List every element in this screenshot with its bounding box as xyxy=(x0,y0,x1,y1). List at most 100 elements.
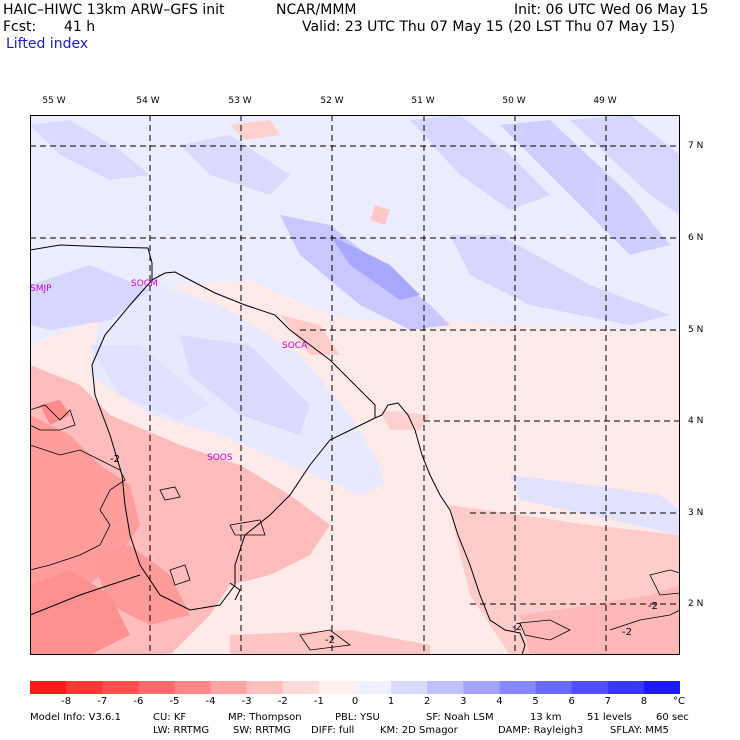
colorbar-tick-label: 2 xyxy=(424,696,431,707)
colorbar xyxy=(30,681,680,694)
contour-line xyxy=(30,404,76,431)
stable-streak xyxy=(330,235,420,300)
border xyxy=(229,582,241,601)
valid-time: Valid: 23 UTC Thu 07 May 15 (20 LST Thu … xyxy=(302,19,676,35)
colorbar-swatch xyxy=(499,681,537,694)
lon-label: 49 W xyxy=(593,96,617,106)
colorbar-tick-label: 0 xyxy=(351,696,359,707)
contour-label: -2 xyxy=(648,601,658,612)
time-step: 60 sec xyxy=(656,712,689,723)
colorbar-tick-label: 4 xyxy=(496,696,503,707)
unstable-region xyxy=(520,585,680,655)
cumulus-scheme: CU: KF xyxy=(153,712,187,723)
contour-line xyxy=(609,609,680,631)
colorbar-tick-label: -8 xyxy=(61,696,72,707)
map-frame xyxy=(30,115,680,655)
colorbar-swatch xyxy=(282,681,320,694)
border xyxy=(30,574,141,616)
colorbar-swatch xyxy=(174,681,212,694)
border xyxy=(91,279,376,611)
init-time: Init: 06 UTC Wed 06 May 15 xyxy=(514,2,709,18)
grid-spacing: 13 km xyxy=(530,712,562,723)
colorbar-swatch xyxy=(463,681,500,694)
contour-line xyxy=(649,569,680,596)
field-name: Lifted index xyxy=(6,36,89,52)
station-label: SOOS xyxy=(207,453,233,463)
lon-label: 55 W xyxy=(42,96,66,106)
stable-streak xyxy=(180,135,290,195)
colorbar-tick-label: 7 xyxy=(604,696,611,707)
colorbar-swatch xyxy=(138,681,175,694)
colorbar-swatch xyxy=(318,681,356,694)
lon-label: 52 W xyxy=(320,96,344,106)
diffusion-option: DIFF: full xyxy=(311,725,355,736)
colorbar-tick-label: 1 xyxy=(387,696,395,707)
unstable-region xyxy=(380,410,430,430)
contour-line xyxy=(519,619,571,641)
stable-streak xyxy=(30,265,150,330)
stable-streak xyxy=(510,475,680,535)
colorbar-tick-label: -3 xyxy=(241,696,252,707)
colorbar-swatch xyxy=(355,681,392,694)
contour-line xyxy=(169,564,191,586)
contour-label: -2 xyxy=(110,454,120,465)
colorbar-swatch xyxy=(210,681,248,694)
lon-label: 53 W xyxy=(228,96,252,106)
colorbar-tick-label: -1 xyxy=(313,696,324,707)
pbl-scheme: PBL: YSU xyxy=(335,712,380,723)
colorbar-tick-label: -4 xyxy=(205,696,216,707)
microphysics-scheme: MP: Thompson xyxy=(228,712,302,723)
km-option: KM: 2D Smagor xyxy=(380,725,458,736)
colorbar-swatch xyxy=(535,681,573,694)
longwave-scheme: LW: RRTMG xyxy=(153,725,210,736)
unstable-region xyxy=(230,120,280,140)
stable-streak xyxy=(90,345,210,420)
vertical-levels: 51 levels xyxy=(587,712,632,723)
lon-label: 51 W xyxy=(411,96,435,106)
station-label: SOCA xyxy=(282,341,308,351)
colorbar-swatch xyxy=(391,681,428,694)
colorbar-swatch xyxy=(643,681,680,694)
stable-streak xyxy=(30,120,150,180)
shortwave-scheme: SW: RRTMG xyxy=(233,725,291,736)
station-label: SOCM xyxy=(131,279,158,289)
unstable-region xyxy=(280,315,340,355)
colorbar-swatch xyxy=(427,681,464,694)
forecast-hours: 41 h xyxy=(64,19,96,35)
contour-label: -2 xyxy=(622,627,632,638)
lifted-index-map: -2 -2 -2 -2 -2 xyxy=(30,115,680,655)
lat-label: 7 N xyxy=(688,141,704,151)
unstable-region xyxy=(370,205,390,225)
colorbar-swatch xyxy=(102,681,139,694)
contour-line xyxy=(229,519,266,536)
station-label: SMJP xyxy=(30,284,52,294)
lat-label: 3 N xyxy=(688,508,704,518)
stable-streak xyxy=(450,235,670,325)
lon-label: 54 W xyxy=(136,96,160,106)
surface-layer-option: SFLAY: MM5 xyxy=(610,725,669,736)
contour-label: -2 xyxy=(512,622,522,633)
colorbar-tick-label: 3 xyxy=(460,696,467,707)
colorbar-tick-label: -7 xyxy=(97,696,108,707)
colorbar-unit: °C xyxy=(673,696,685,707)
colorbar-tick-label: 5 xyxy=(532,696,539,707)
contour-label: -2 xyxy=(325,635,335,646)
lon-label: 50 W xyxy=(502,96,526,106)
colorbar-swatch xyxy=(571,681,609,694)
stable-streak xyxy=(570,115,680,215)
colorbar-tick-label: -5 xyxy=(169,696,180,707)
unstable-region xyxy=(230,630,430,655)
model-info: Model Info: V3.6.1 xyxy=(30,712,121,723)
surface-scheme: SF: Noah LSM xyxy=(426,712,494,723)
colorbar-swatch xyxy=(246,681,284,694)
colorbar-tick-label: 6 xyxy=(568,696,575,707)
stable-streak xyxy=(500,120,670,255)
contour-line xyxy=(159,486,181,501)
org-label: NCAR/MMM xyxy=(276,2,357,18)
stable-streak xyxy=(180,335,310,435)
colorbar-tick-label: -6 xyxy=(133,696,144,707)
model-title: HAIC–HIWC 13km ARW–GFS init xyxy=(3,2,225,18)
lat-label: 4 N xyxy=(688,416,704,426)
damping-option: DAMP: Rayleigh3 xyxy=(498,725,584,736)
lat-label: 2 N xyxy=(688,599,704,609)
